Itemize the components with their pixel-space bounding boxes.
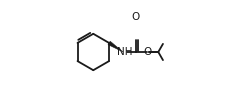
Polygon shape xyxy=(108,41,123,52)
Text: NH: NH xyxy=(117,47,133,57)
Text: O: O xyxy=(132,12,140,22)
Text: O: O xyxy=(144,47,152,57)
